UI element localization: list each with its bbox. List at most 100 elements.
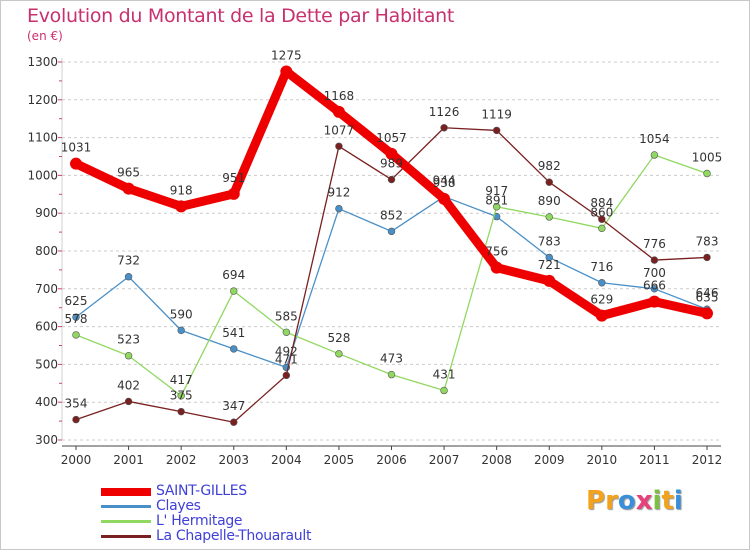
data-label: 666 [643, 279, 666, 293]
data-label: 431 [433, 367, 456, 381]
logo-letter: x [635, 486, 653, 516]
data-label: 492 [275, 344, 298, 358]
data-label: 917 [485, 184, 508, 198]
data-label: 1168 [324, 89, 355, 103]
y-tick-label: 300 [35, 433, 58, 447]
data-label: 890 [538, 194, 561, 208]
data-label: 354 [65, 397, 88, 411]
x-tick-label: 2003 [218, 453, 249, 467]
legend-swatch [101, 520, 151, 523]
data-point [124, 273, 133, 281]
data-point [335, 204, 343, 213]
data-point [650, 285, 659, 293]
data-label: 732 [117, 254, 140, 268]
legend-swatch [101, 488, 151, 496]
data-point [492, 126, 501, 135]
data-point [598, 215, 606, 223]
y-tick-label: 500 [35, 357, 58, 371]
proxiti-logo: Proxiti [586, 486, 683, 516]
data-point [595, 309, 608, 322]
logo-letter: i [652, 486, 662, 516]
y-tick-label: 1300 [27, 55, 58, 69]
data-point [282, 328, 291, 336]
x-tick-label: 2001 [113, 453, 144, 467]
x-tick-label: 2012 [692, 453, 723, 467]
y-tick-label: 400 [35, 395, 58, 409]
y-tick-label: 1100 [27, 131, 58, 145]
data-label: 1005 [692, 151, 723, 165]
data-label: 1054 [639, 132, 670, 146]
data-point [440, 386, 448, 395]
x-tick-label: 2005 [324, 453, 355, 467]
chart-title: Evolution du Montant de la Dette par Hab… [27, 5, 455, 27]
logo-letter: i [673, 486, 683, 516]
data-point [387, 370, 396, 379]
y-tick-label: 1000 [27, 168, 58, 182]
data-label: 1119 [481, 107, 512, 121]
data-point [335, 350, 343, 358]
data-point [124, 397, 133, 406]
data-label: 965 [117, 166, 140, 180]
data-label: 375 [170, 389, 193, 403]
data-label: 694 [222, 268, 245, 282]
data-point [703, 253, 711, 262]
data-point [230, 345, 238, 353]
data-label: 625 [65, 294, 88, 308]
data-label: 860 [590, 205, 613, 219]
x-tick-label: 2008 [481, 453, 512, 467]
legend-label: Clayes [156, 498, 201, 514]
logo-letter: P [586, 486, 606, 516]
data-label: 402 [117, 378, 140, 392]
data-label: 716 [590, 260, 613, 274]
logo-letter: t [661, 486, 674, 516]
data-point [490, 261, 503, 274]
data-label: 1057 [376, 131, 407, 145]
x-tick-label: 2010 [587, 453, 618, 467]
data-label: 884 [590, 196, 613, 210]
x-tick-label: 2006 [376, 453, 407, 467]
data-point [177, 407, 185, 416]
data-label: 700 [643, 266, 666, 280]
data-point [230, 287, 238, 295]
data-point [545, 178, 553, 186]
data-point [703, 169, 711, 178]
data-label: 646 [696, 286, 719, 300]
data-label: 1031 [61, 141, 92, 155]
logo-letter: r [605, 486, 618, 516]
legend-label: SAINT-GILLES [156, 483, 247, 499]
data-label: 918 [170, 183, 193, 197]
data-label: 541 [222, 326, 245, 340]
x-tick-label: 2011 [639, 453, 670, 467]
data-label: 756 [485, 245, 508, 259]
data-label: 721 [538, 258, 561, 272]
data-label: 528 [327, 331, 350, 345]
x-tick-label: 2000 [61, 453, 92, 467]
data-label: 590 [170, 307, 193, 321]
data-label: 1126 [429, 105, 460, 119]
y-tick-label: 600 [35, 320, 58, 334]
data-point [648, 295, 661, 308]
data-label: 776 [643, 237, 666, 251]
data-label: 938 [433, 176, 456, 190]
y-tick-label: 1200 [27, 93, 58, 107]
data-label: 347 [222, 399, 245, 413]
data-point [282, 371, 291, 380]
data-point [387, 227, 396, 236]
y-tick-label: 800 [35, 244, 58, 258]
data-point [230, 418, 238, 426]
data-label: 852 [380, 208, 403, 222]
data-point [227, 187, 240, 200]
data-label: 578 [65, 312, 88, 326]
data-label: 473 [380, 352, 403, 366]
data-point [72, 313, 80, 321]
x-tick-label: 2002 [166, 453, 197, 467]
y-tick-label: 700 [35, 282, 58, 296]
data-label: 523 [117, 333, 140, 347]
data-label: 1077 [324, 123, 355, 137]
data-point [335, 142, 343, 150]
y-tick-label: 900 [35, 206, 58, 220]
data-point [177, 326, 185, 335]
data-label: 783 [696, 234, 719, 248]
